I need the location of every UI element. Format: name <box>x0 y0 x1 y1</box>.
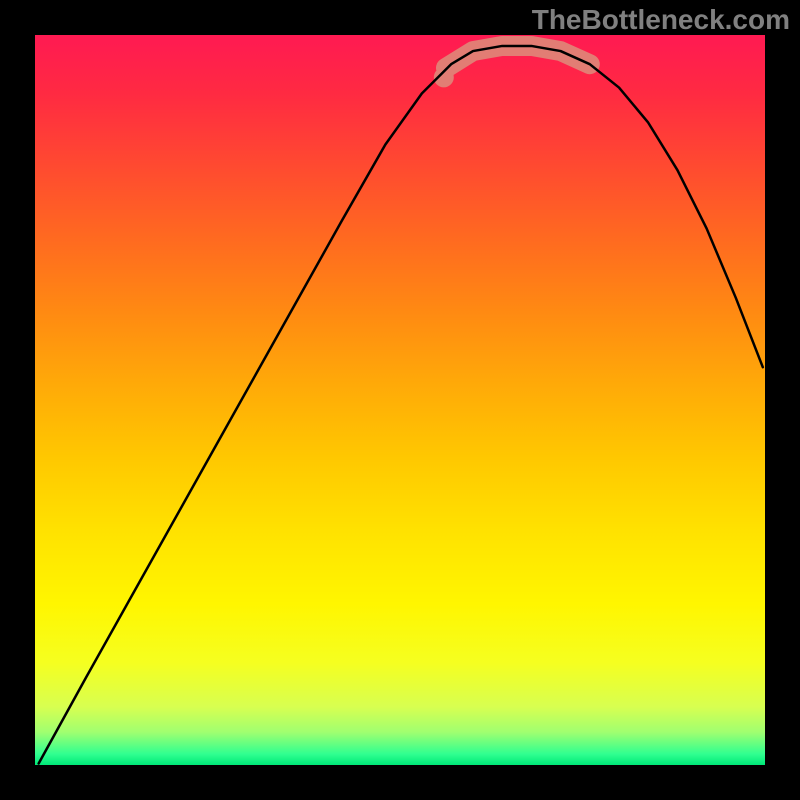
gradient-rect <box>35 35 765 765</box>
chart-root: TheBottleneck.com <box>0 0 800 800</box>
watermark-text: TheBottleneck.com <box>532 4 790 36</box>
curve-layer <box>0 0 800 800</box>
